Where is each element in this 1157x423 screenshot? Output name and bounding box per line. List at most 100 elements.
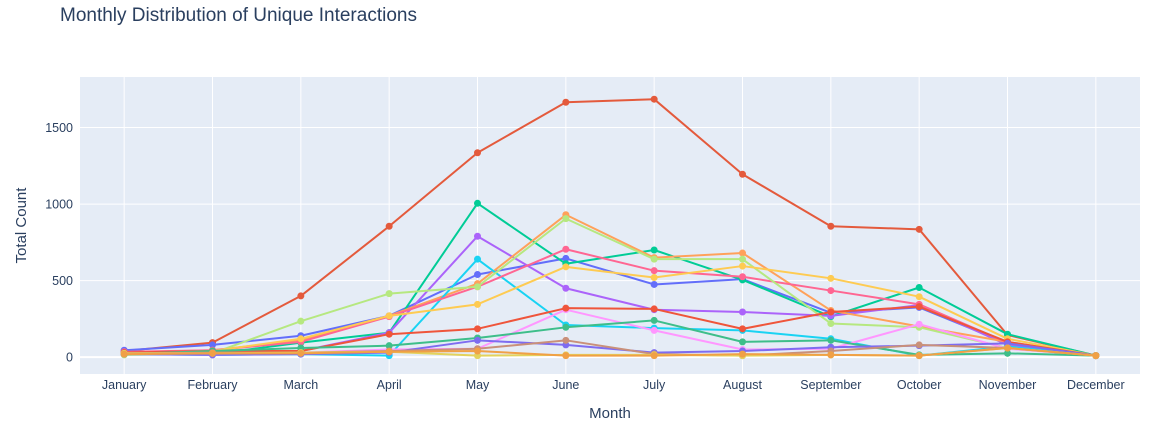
- data-point[interactable]: [650, 255, 658, 263]
- data-point[interactable]: [739, 350, 746, 358]
- data-point[interactable]: [297, 317, 305, 325]
- data-point[interactable]: [739, 170, 746, 178]
- data-point[interactable]: [827, 336, 835, 344]
- data-point[interactable]: [915, 341, 923, 349]
- data-point[interactable]: [562, 323, 570, 331]
- data-point[interactable]: [385, 222, 393, 230]
- x-tick-label: February: [187, 378, 238, 392]
- data-point[interactable]: [650, 352, 658, 360]
- data-point[interactable]: [474, 347, 481, 355]
- data-point[interactable]: [474, 255, 481, 263]
- chart-title: Monthly Distribution of Unique Interacti…: [60, 5, 417, 26]
- data-point[interactable]: [562, 263, 570, 271]
- data-point[interactable]: [827, 274, 835, 282]
- x-tick-label: August: [723, 378, 762, 392]
- data-point[interactable]: [827, 319, 835, 327]
- data-point[interactable]: [562, 254, 570, 262]
- data-point[interactable]: [474, 149, 481, 157]
- y-tick-label: 500: [52, 274, 73, 288]
- data-point[interactable]: [562, 336, 570, 344]
- series-line: [124, 305, 1096, 357]
- data-point[interactable]: [385, 312, 393, 320]
- series-line: [124, 217, 1096, 357]
- x-tick-label: June: [552, 378, 579, 392]
- x-tick-label: November: [979, 378, 1037, 392]
- data-point[interactable]: [297, 349, 305, 357]
- y-axis-title: Total Count: [13, 187, 30, 264]
- data-point[interactable]: [474, 336, 481, 344]
- data-point[interactable]: [650, 95, 658, 103]
- data-point[interactable]: [474, 199, 481, 207]
- data-point[interactable]: [385, 348, 393, 356]
- data-point[interactable]: [650, 316, 658, 324]
- data-point[interactable]: [297, 335, 305, 343]
- data-point[interactable]: [385, 330, 393, 338]
- data-point[interactable]: [209, 349, 216, 357]
- data-point[interactable]: [650, 326, 658, 334]
- series-line: [124, 202, 1097, 357]
- data-point[interactable]: [915, 352, 923, 360]
- data-point[interactable]: [562, 98, 570, 106]
- series-line: [124, 248, 1096, 357]
- data-point[interactable]: [474, 325, 481, 333]
- x-tick-label: January: [102, 378, 147, 392]
- data-point[interactable]: [474, 283, 481, 291]
- data-point[interactable]: [650, 267, 658, 275]
- data-point[interactable]: [385, 342, 393, 350]
- data-point[interactable]: [739, 338, 746, 346]
- data-point[interactable]: [739, 273, 746, 281]
- x-tick-label: September: [800, 378, 861, 392]
- data-point[interactable]: [915, 284, 923, 292]
- y-tick-label: 1000: [45, 198, 73, 212]
- y-tick-label: 1500: [45, 121, 73, 135]
- data-point[interactable]: [1092, 352, 1100, 360]
- data-point[interactable]: [562, 215, 570, 223]
- data-point[interactable]: [739, 325, 746, 333]
- y-tick-labels: 0 500 1000 1500: [45, 121, 73, 365]
- data-point[interactable]: [650, 305, 658, 313]
- data-point[interactable]: [650, 280, 658, 288]
- x-tick-label: December: [1067, 378, 1125, 392]
- x-axis-title: Month: [589, 405, 631, 422]
- x-tick-labels: January February March April May June July Augu…: [102, 378, 1125, 392]
- data-point[interactable]: [1004, 349, 1011, 357]
- data-point[interactable]: [739, 308, 746, 316]
- data-point[interactable]: [297, 292, 305, 300]
- data-point[interactable]: [209, 341, 216, 349]
- series-line: [124, 265, 1097, 357]
- data-point[interactable]: [562, 284, 570, 292]
- x-tick-label: July: [643, 378, 666, 392]
- x-tick-label: April: [377, 378, 402, 392]
- data-point[interactable]: [827, 351, 835, 359]
- data-point[interactable]: [827, 287, 835, 295]
- data-point[interactable]: [562, 304, 570, 312]
- data-point[interactable]: [120, 350, 128, 358]
- data-point[interactable]: [474, 300, 481, 308]
- data-point[interactable]: [1004, 344, 1011, 352]
- series-16: [120, 344, 1100, 360]
- data-point[interactable]: [739, 255, 746, 263]
- data-point[interactable]: [650, 274, 658, 282]
- data-point[interactable]: [739, 262, 746, 270]
- x-tick-label: March: [283, 378, 318, 392]
- data-point[interactable]: [385, 290, 393, 298]
- data-point[interactable]: [562, 352, 570, 360]
- data-point[interactable]: [474, 232, 481, 240]
- data-point[interactable]: [915, 293, 923, 301]
- series-layer: [120, 95, 1100, 360]
- data-point[interactable]: [474, 270, 481, 278]
- series-line: [124, 346, 1096, 357]
- data-point[interactable]: [915, 303, 923, 311]
- data-point[interactable]: [739, 249, 746, 257]
- data-point[interactable]: [650, 246, 658, 254]
- data-point[interactable]: [562, 245, 570, 253]
- data-point[interactable]: [827, 222, 835, 230]
- data-point[interactable]: [827, 308, 835, 316]
- data-point[interactable]: [915, 225, 923, 233]
- x-tick-label: October: [897, 378, 941, 392]
- series-line: [124, 98, 1097, 357]
- y-tick-label: 0: [66, 351, 73, 365]
- data-point[interactable]: [915, 320, 923, 328]
